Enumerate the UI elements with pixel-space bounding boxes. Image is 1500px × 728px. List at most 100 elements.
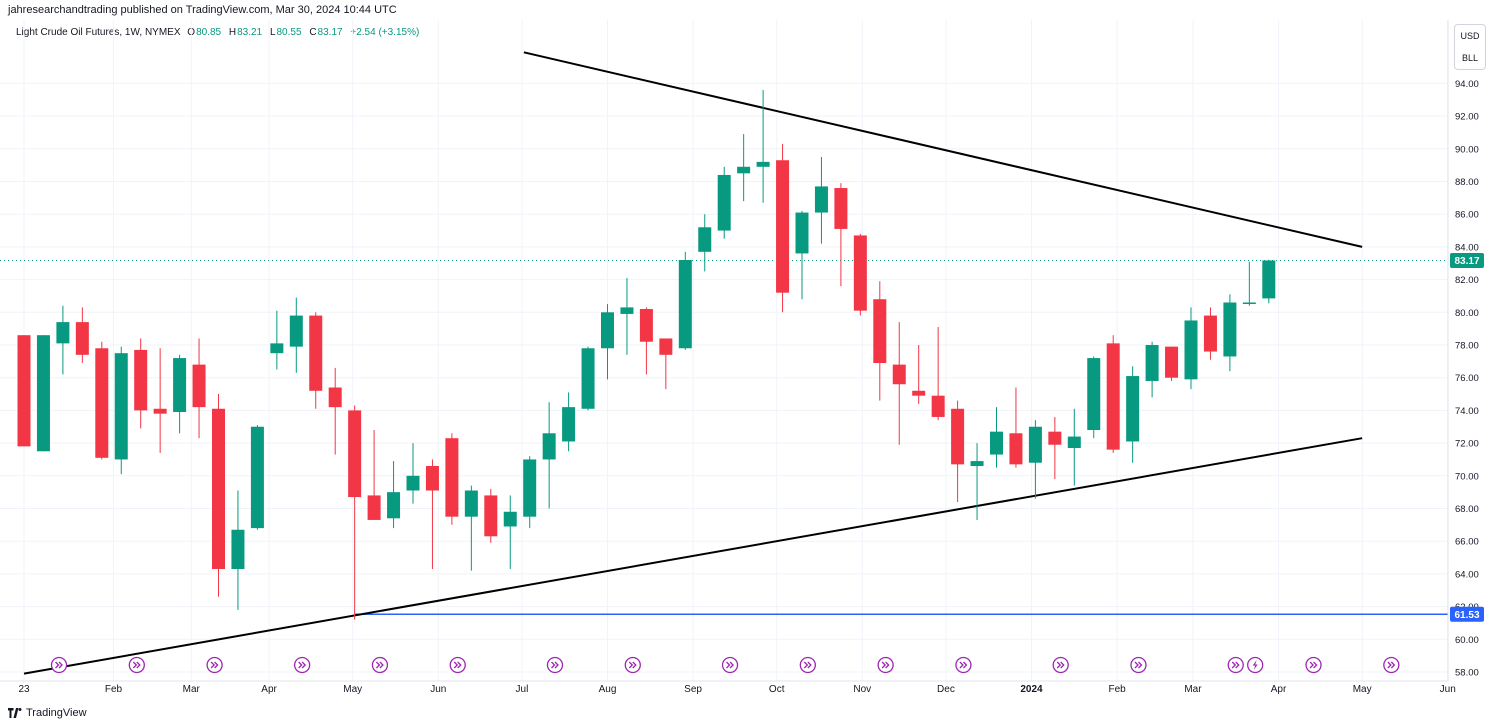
symbol-name[interactable]: Light Crude Oil Futures, 1W, NYMEX [16,27,181,38]
y-tick-label: 84.00 [1455,242,1479,253]
candle [1067,408,1081,486]
ohlc-close: C83.17 [309,27,343,38]
candle-body [717,174,731,231]
y-tick-label: 78.00 [1455,341,1479,352]
candle-body [56,322,70,344]
y-tick-label: 86.00 [1455,210,1479,221]
y-tick-label: 58.00 [1455,668,1479,679]
economic-event-icon[interactable] [206,656,223,674]
support-price-badge [1450,606,1484,622]
economic-event-icon[interactable] [799,656,816,674]
brand-label: TradingView [26,707,87,719]
candle [1262,259,1276,304]
candle-body [212,408,225,569]
candle-body [95,348,109,458]
unit-label[interactable]: BLL [1461,53,1478,63]
candle-body [639,309,653,342]
economic-event-icon[interactable] [1130,656,1147,674]
currency-label[interactable]: USD [1460,31,1480,41]
economic-event-icon[interactable] [624,656,641,674]
candle-body [503,511,517,527]
x-tick-label: Oct [769,684,785,695]
x-tick-label: 23 [18,684,30,695]
economic-event-icon[interactable] [1305,656,1322,674]
economic-event-icon[interactable] [1227,656,1244,674]
economic-event-icon[interactable] [128,656,145,674]
candle [1106,335,1120,453]
candle [348,405,362,620]
economic-event-icon[interactable] [293,656,311,674]
y-tick-label: 82.00 [1455,275,1479,286]
y-tick-label: 68.00 [1455,504,1479,515]
candle-body [698,227,712,252]
candle-body [153,408,167,414]
candle [620,277,634,355]
candle [387,461,401,529]
y-tick-label: 94.00 [1455,79,1479,90]
grid-layer [0,20,1449,681]
candle-body [601,312,614,349]
candle-body [1009,433,1023,465]
candle [814,156,828,244]
candle-body [484,495,498,537]
economic-event-icon[interactable] [50,656,68,674]
candle-body [756,161,770,167]
candle [776,143,790,313]
economic-event-icon[interactable] [371,656,389,674]
candle-body [406,475,420,491]
economic-event-icon[interactable] [1052,656,1069,674]
candle [503,495,517,569]
economic-event-icon[interactable] [1383,656,1400,674]
candle-body [192,364,206,408]
candle-body [1262,260,1276,299]
candle [1028,420,1042,499]
x-tick-label: Dec [937,684,955,695]
candle [581,346,595,411]
candle-body [114,353,128,460]
economic-event-icon[interactable] [877,656,894,674]
x-tick-label: 2024 [1020,684,1043,695]
x-tick-label: Mar [1184,684,1202,695]
x-tick-label: Feb [1108,684,1126,695]
candle-body [1184,320,1198,380]
candle [717,166,731,239]
candle [737,134,751,202]
candle-body [931,395,945,417]
candle-body [892,364,906,385]
candle [328,367,342,455]
candle [834,183,848,287]
economic-event-icon[interactable] [546,656,564,674]
candle [523,456,537,529]
candle-body [620,307,634,314]
candle [406,443,420,504]
x-tick-label: May [1353,684,1372,695]
candle [1223,294,1237,372]
candle [484,488,498,543]
candle [1048,416,1062,480]
candle [562,392,576,452]
economic-event-icon[interactable] [721,656,739,674]
axis-layer: 58.0060.0062.0064.0066.0068.0070.0072.00… [0,20,1484,695]
candle [1184,307,1198,390]
economic-event-icon[interactable] [449,656,466,674]
support-price-label: 61.53 [1454,610,1479,621]
candle-body [912,390,926,396]
x-tick-label: Sep [684,684,702,695]
economic-event-icon[interactable] [955,656,972,674]
candle-body [853,235,867,311]
candle [1242,261,1256,306]
lightning-event-icon[interactable] [1247,656,1264,674]
candle-body [134,349,148,411]
candle [931,327,945,421]
candle-body [289,315,303,347]
candle [270,310,284,370]
candle-body [1145,345,1159,381]
candle-body [231,529,245,569]
candle [542,402,556,509]
unit-selector[interactable]: USD BLL [1454,24,1486,70]
candle [367,430,381,520]
footer-brand[interactable]: TradingView [8,707,87,719]
candle [970,443,984,520]
y-tick-label: 60.00 [1455,635,1479,646]
